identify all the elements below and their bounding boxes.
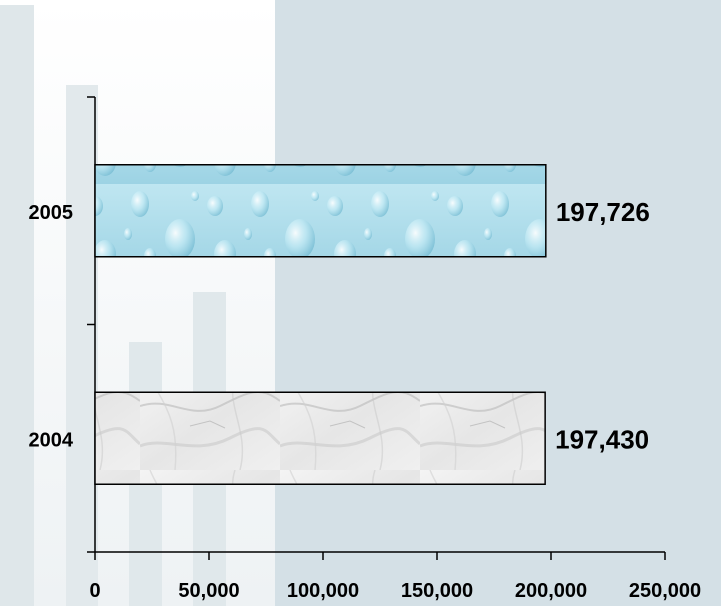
background-panel: [275, 0, 721, 606]
data-label: 197,726: [556, 197, 650, 227]
category-label: 2005: [29, 202, 74, 224]
category-label: 2004: [29, 429, 74, 451]
background-column: [0, 5, 34, 606]
bar-2005: [94, 164, 547, 258]
x-tick-label: 250,000: [629, 580, 701, 602]
data-label: 197,430: [555, 424, 649, 454]
x-tick-label: 50,000: [178, 580, 239, 602]
x-tick-label: 100,000: [287, 580, 359, 602]
x-tick-label: 150,000: [401, 580, 473, 602]
bar-2004: [94, 391, 546, 485]
x-tick-label: 0: [89, 580, 100, 602]
background-column: [66, 85, 98, 606]
x-tick-label: 200,000: [515, 580, 587, 602]
